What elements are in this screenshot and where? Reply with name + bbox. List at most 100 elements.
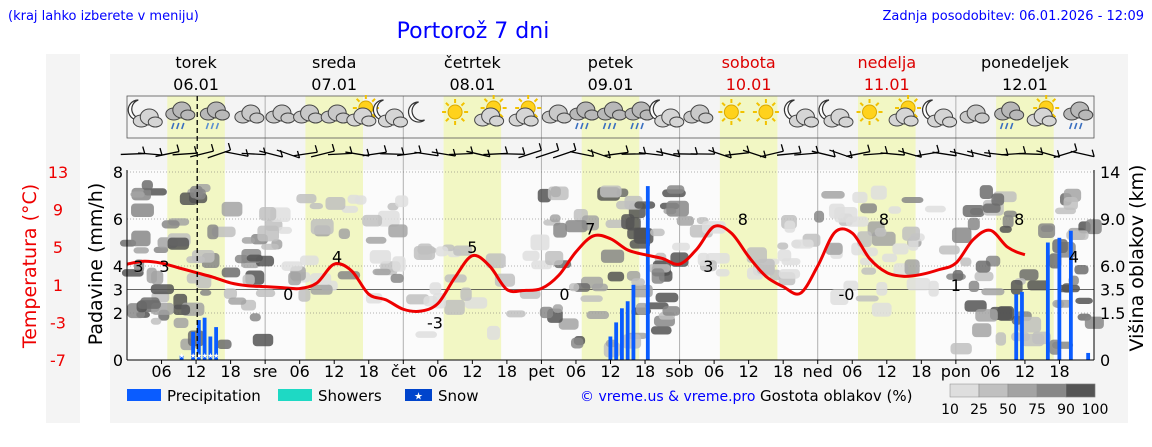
cloud-cell <box>217 340 232 349</box>
cloud-cell <box>151 284 174 294</box>
cloud-cell <box>662 306 680 316</box>
x-tick-hour: 18 <box>773 362 793 381</box>
cloud-cell <box>972 323 991 337</box>
cloud-cell <box>672 243 690 251</box>
cloud-height-tick: 9.0 <box>1100 210 1125 229</box>
cloud-cell <box>444 300 465 315</box>
cloud-scale-label: 75 <box>1028 402 1046 418</box>
cloud-cell <box>814 211 824 223</box>
cloud-cell <box>569 283 579 291</box>
cloud-cell <box>677 216 694 226</box>
cloud-cell <box>133 247 148 253</box>
cloud-cell <box>975 309 998 321</box>
temperature-label: 0 <box>559 285 569 304</box>
cloud-cell <box>224 288 237 299</box>
wind-shaft <box>501 154 525 155</box>
cloud-cell <box>147 268 157 284</box>
cloud-part <box>1010 110 1024 120</box>
location-hint[interactable]: (kraj lahko izberete v meniju) <box>8 9 199 24</box>
cloud-cell <box>188 330 204 346</box>
cloud-cell <box>600 185 622 197</box>
wind-shaft <box>1019 154 1043 155</box>
sun-disc <box>448 105 462 119</box>
cloud-cell <box>222 268 241 278</box>
cloud-part <box>490 116 504 126</box>
cloud-height-axis-title: Višina oblakov (km) <box>1126 165 1148 352</box>
cloud-cell <box>339 229 350 239</box>
daylight-band <box>720 96 778 360</box>
cloud-cell <box>991 193 1004 205</box>
cloud-scale-swatch <box>1037 384 1066 397</box>
cloud-cell <box>417 247 436 253</box>
cloud-cell <box>430 282 442 294</box>
cloud-height-tick: 6.0 <box>1100 257 1125 276</box>
cloud-cell <box>151 318 162 325</box>
cloud-part <box>804 117 818 127</box>
day-name: nedelja <box>857 53 916 72</box>
cloud-cell <box>243 274 255 285</box>
cloud-scale-swatch <box>1008 384 1037 397</box>
temperature-axis-title: Temperatura (°C) <box>19 184 41 349</box>
cloud-cell <box>901 197 923 203</box>
cloud-cell <box>963 205 985 217</box>
day-date: 10.01 <box>726 75 772 94</box>
snow-star-icon: ★ <box>179 352 185 360</box>
x-tick-day: ned <box>803 362 833 381</box>
cloud-cell <box>905 259 920 275</box>
temperature-label: 3 <box>159 257 169 276</box>
temperature-label: 8 <box>738 210 748 229</box>
cloud-height-tick: 0 <box>1100 351 1110 370</box>
legend-showers-label: Showers <box>318 387 382 405</box>
cloud-cell <box>907 278 931 290</box>
precipitation-bar <box>1086 353 1090 360</box>
x-tick-day: čet <box>391 362 416 381</box>
x-tick-hour: 06 <box>704 362 724 381</box>
cloud-cell <box>138 300 162 309</box>
x-tick-hour: 06 <box>151 362 171 381</box>
cloud-scale-label: 10 <box>941 402 959 418</box>
cloud-cell <box>565 220 587 232</box>
cloud-cell <box>871 186 887 200</box>
cloud-cell <box>325 197 345 210</box>
cloud-cell <box>522 251 539 261</box>
cloud-cell <box>616 201 637 209</box>
cloud-part <box>557 113 571 123</box>
x-tick-hour: 18 <box>635 362 655 381</box>
cloud-cell <box>1075 298 1093 304</box>
cloud-cell <box>298 289 310 302</box>
cloud-cell <box>194 189 206 200</box>
x-tick-hour: 18 <box>359 362 379 381</box>
temperature-label: 4 <box>1069 248 1079 267</box>
cloud-scale-swatch <box>979 384 1008 397</box>
cloud-cell <box>388 224 407 237</box>
cloud-cell <box>571 338 583 349</box>
cloud-cell <box>875 228 887 237</box>
sun-icon <box>857 99 883 125</box>
day-date: 06.01 <box>173 75 219 94</box>
cloud-cell <box>784 221 795 233</box>
cloud-scale-label: 50 <box>999 402 1017 418</box>
cloud-part <box>839 117 853 127</box>
x-tick-hour: 12 <box>186 362 206 381</box>
precipitation-tick: 3 <box>113 281 123 300</box>
cloud-cell <box>370 250 391 264</box>
cloud-part <box>148 117 162 127</box>
x-tick-hour: 06 <box>980 362 1000 381</box>
cloud-part <box>1042 116 1056 126</box>
cloud-cell <box>222 202 243 217</box>
temperature-tick: 1 <box>53 276 63 295</box>
cloud-cell <box>601 250 624 263</box>
cloud-cell <box>960 257 971 266</box>
cloud-cell <box>259 207 276 221</box>
x-tick-hour: 12 <box>1015 362 1035 381</box>
cloud-cell <box>667 185 685 193</box>
credits-link[interactable]: © vreme.us & vreme.pro <box>580 389 755 405</box>
precipitation-bar <box>1020 292 1024 360</box>
x-tick-hour: 18 <box>911 362 931 381</box>
cloud-cell <box>130 191 144 197</box>
precipitation-tick: 4 <box>113 257 123 276</box>
cloud-part <box>699 113 713 123</box>
x-tick-hour: 06 <box>289 362 309 381</box>
temperature-label: 3 <box>133 257 143 276</box>
precipitation-bar <box>620 308 624 360</box>
